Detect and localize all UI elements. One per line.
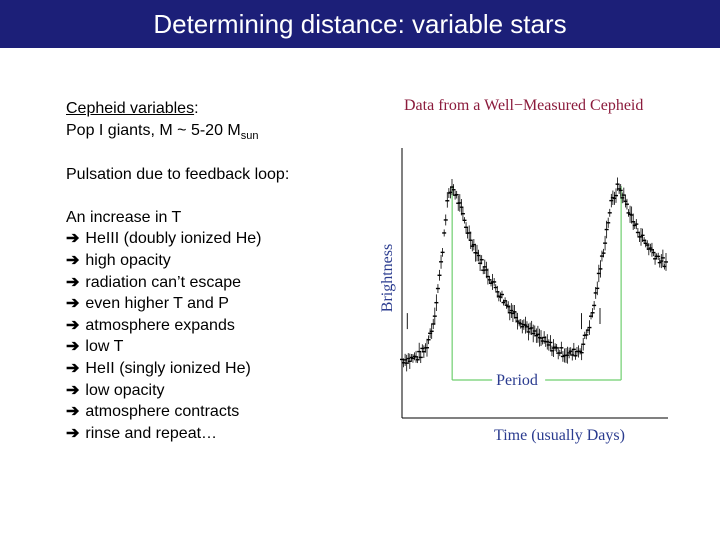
feedback-step-label: radiation can’t escape [85,273,242,291]
title-bar: Determining distance: variable stars [0,0,720,48]
feedback-step-label: atmosphere expands [85,316,235,334]
cepheid-heading: Cepheid variables [66,100,195,117]
population-line: Pop I giants, M ~ 5-20 Msun [66,120,366,144]
right-arrow-icon: ➔ [66,403,80,421]
right-arrow-icon: ➔ [66,316,80,334]
feedback-step: ➔ low T [66,336,366,358]
cepheid-light-curve-chart: Data from a Well−Measured Cepheid Bright… [379,97,668,444]
feedback-step-label: high opacity [85,251,171,269]
spacer [66,186,366,207]
data-points [400,177,668,372]
feedback-step-label: low T [85,338,124,356]
right-arrow-icon: ➔ [66,381,80,399]
chart-title: Data from a Well−Measured Cepheid [404,97,643,114]
right-arrow-icon: ➔ [66,251,80,269]
period-label: Period [496,372,538,389]
feedback-step: ➔ high opacity [66,250,366,272]
feedback-step: ➔ radiation can’t escape [66,272,366,294]
feedback-step-label: even higher T and P [85,295,229,313]
feedback-step: ➔ low opacity [66,380,366,402]
feedback-step: ➔ HeIII (doubly ionized He) [66,228,366,250]
spacer [66,143,366,164]
y-axis-label: Brightness [379,244,396,312]
population-text: Pop I giants, M ~ 5-20 M [66,121,241,139]
feedback-step: ➔ atmosphere contracts [66,401,366,423]
text-block: Cepheid variables: Pop I giants, M ~ 5-2… [66,98,366,444]
population-subscript: sun [240,129,259,142]
feedback-step: ➔ even higher T and P [66,293,366,315]
slide-title: Determining distance: variable stars [153,9,567,39]
feedback-step: ➔ HeII (singly ionized He) [66,358,366,380]
right-arrow-icon: ➔ [66,273,80,291]
feedback-step: ➔ rinse and repeat… [66,423,366,445]
right-arrow-icon: ➔ [66,338,80,356]
x-axis-label: Time (usually Days) [494,427,625,444]
feedback-step-label: rinse and repeat… [85,424,218,442]
intro-line: An increase in T [66,208,182,226]
feedback-step: ➔ atmosphere expands [66,315,366,337]
pulsation-line: Pulsation due to feedback loop: [66,166,290,184]
cepheid-heading-colon: : [194,100,199,117]
feedback-step-label: low opacity [85,381,165,399]
feedback-step-label: HeII (singly ionized He) [85,359,251,377]
right-arrow-icon: ➔ [66,295,80,313]
feedback-steps-list: ➔ HeIII (doubly ionized He) ➔ high opacity ➔… [66,228,366,444]
feedback-step-label: HeIII (doubly ionized He) [85,230,262,248]
right-arrow-icon: ➔ [66,359,80,377]
right-arrow-icon: ➔ [66,230,80,248]
cepheid-heading-line: Cepheid variables: [66,98,366,120]
feedback-step-label: atmosphere contracts [85,403,240,421]
period-annotation: Period [451,185,622,389]
right-arrow-icon: ➔ [66,424,80,442]
